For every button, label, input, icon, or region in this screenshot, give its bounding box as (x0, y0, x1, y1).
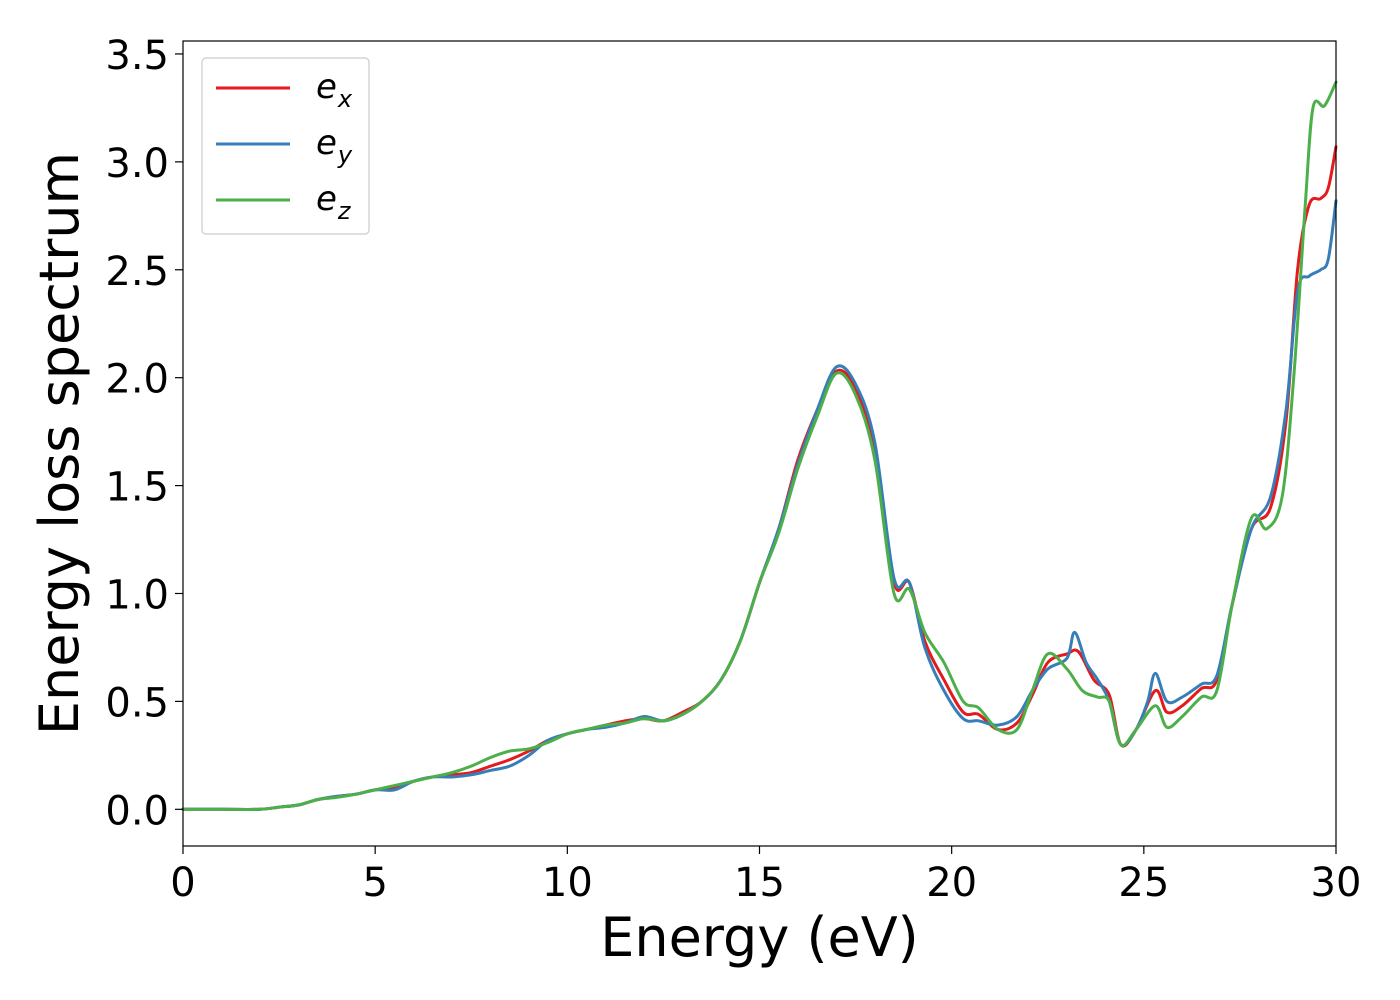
x-tick-label: 25 (1118, 860, 1169, 906)
series-layer (181, 80, 1338, 811)
y-tick-label: 3.5 (105, 33, 169, 79)
x-tick-label: 0 (170, 860, 195, 906)
x-tick-label: 5 (362, 860, 387, 906)
series-line-ez (181, 80, 1338, 811)
x-axis-ticks: 0 5 10 15 20 25 30 (170, 846, 1361, 906)
x-tick-label: 10 (542, 860, 593, 906)
y-tick-label: 1.5 (105, 465, 169, 511)
y-tick-label: 0.5 (105, 680, 169, 726)
y-axis-ticks: 0.0 0.5 1.0 1.5 2.0 2.5 3.0 3.5 (105, 33, 183, 834)
y-tick-label: 2.0 (105, 357, 169, 403)
y-tick-label: 3.0 (105, 141, 169, 187)
x-tick-label: 15 (734, 860, 785, 906)
y-tick-label: 0.0 (105, 788, 169, 834)
x-tick-label: 20 (926, 860, 977, 906)
x-tick-label: 30 (1311, 860, 1362, 906)
legend-box (201, 57, 370, 235)
y-axis-label: Energy loss spectrum (28, 152, 91, 735)
series-line-ex (181, 145, 1338, 811)
y-tick-label: 2.5 (105, 249, 169, 295)
y-tick-label: 1.0 (105, 572, 169, 618)
x-axis-label: Energy (eV) (600, 906, 919, 969)
